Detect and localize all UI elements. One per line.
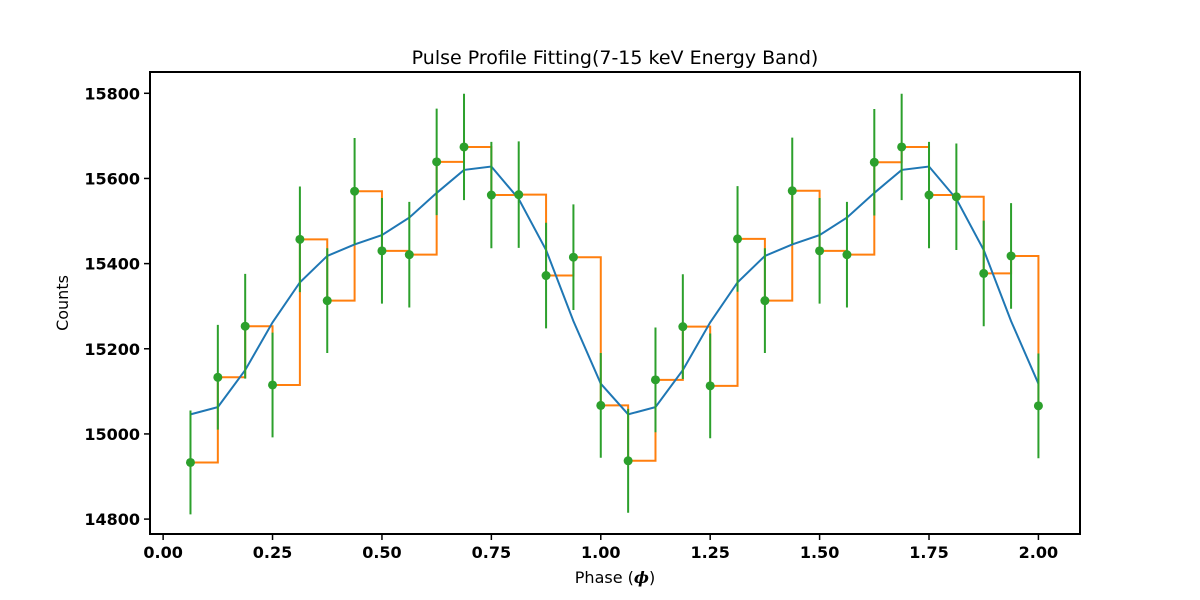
chart-title: Pulse Profile Fitting(7-15 keV Energy Ba…: [412, 47, 819, 69]
data-point: [322, 296, 332, 306]
data-point: [596, 400, 606, 410]
data-point: [295, 234, 305, 244]
x-tick-label: 0.00: [143, 543, 182, 562]
x-tick-label: 0.75: [472, 543, 511, 562]
x-axis-ticks: 0.00 0.25 0.50 0.75 1.00 1.25 1.50 1.75 2.00: [143, 534, 1058, 562]
y-tick-label: 14800: [84, 510, 140, 529]
y-tick-label: 15000: [84, 425, 140, 444]
data-point: [185, 457, 195, 467]
data-point: [897, 142, 907, 152]
y-axis-label: Counts: [53, 275, 72, 331]
x-axis-label-text: Phase (: [575, 568, 634, 587]
data-point: [842, 250, 852, 260]
data-point: [623, 456, 633, 466]
data-point: [432, 157, 442, 167]
x-tick-label: 0.25: [253, 543, 292, 562]
x-axis-label-phi: ϕ: [634, 568, 649, 587]
data-point: [541, 271, 551, 281]
x-tick-label: 1.50: [800, 543, 839, 562]
y-tick-label: 15400: [84, 255, 140, 274]
x-tick-label: 1.00: [581, 543, 620, 562]
y-tick-label: 15200: [84, 340, 140, 359]
data-point: [1006, 251, 1016, 261]
data-point: [213, 372, 223, 382]
y-tick-label: 15800: [84, 84, 140, 103]
data-point: [650, 375, 660, 385]
data-point: [240, 321, 250, 331]
data-point: [1033, 401, 1043, 411]
data-point: [486, 190, 496, 200]
x-tick-label: 1.75: [909, 543, 948, 562]
data-point: [268, 380, 278, 390]
y-axis-ticks: 14800 15000 15200 15400 15600 15800: [84, 84, 150, 529]
step-series: [190, 145, 1040, 464]
x-tick-label: 1.25: [690, 543, 729, 562]
data-point: [815, 246, 825, 256]
x-tick-label: 0.50: [362, 543, 401, 562]
data-point: [733, 234, 743, 244]
plot-frame: [149, 71, 1081, 535]
x-axis-label-close: ): [649, 568, 655, 587]
y-tick-label: 15600: [84, 169, 140, 188]
model-line-series: [190, 165, 1040, 416]
data-point: [705, 381, 715, 391]
data-point: [979, 268, 989, 278]
data-point: [760, 296, 770, 306]
data-point: [404, 250, 414, 260]
data-point: [459, 142, 469, 152]
x-tick-label: 2.00: [1019, 543, 1058, 562]
data-point: [869, 157, 879, 167]
plot-area: [185, 93, 1043, 515]
data-point: [514, 190, 524, 200]
data-point: [678, 322, 688, 332]
data-point: [568, 252, 578, 262]
data-point: [951, 192, 961, 202]
data-point: [377, 246, 387, 256]
data-point: [924, 190, 934, 200]
x-axis-label: Phase (ϕ): [575, 568, 655, 587]
data-point: [787, 186, 797, 196]
data-point: [350, 186, 360, 196]
